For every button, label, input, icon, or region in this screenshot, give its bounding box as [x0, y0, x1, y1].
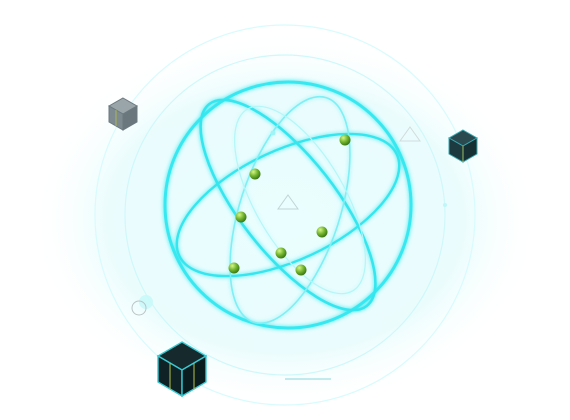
triangle-icon: [277, 194, 299, 210]
halo-glow: [30, 30, 540, 410]
orbit-left: [199, 98, 377, 312]
ring-icon: [131, 300, 147, 316]
cube-icon: [447, 129, 479, 163]
node: [228, 262, 240, 274]
globe-network-icon: [163, 80, 413, 330]
globe-outline: [163, 80, 413, 330]
orbit-right: [175, 132, 401, 278]
halo-ring-mid: [124, 54, 446, 376]
node: [249, 168, 261, 180]
node: [316, 226, 328, 238]
node: [295, 264, 307, 276]
orbit-vertical: [229, 95, 351, 325]
cube-icon: [107, 97, 139, 131]
triangle-icon: [399, 126, 421, 142]
ring-icon: [139, 295, 153, 309]
network-nodes: [228, 134, 351, 276]
ring-dot: [270, 130, 276, 136]
node: [275, 247, 287, 259]
node: [339, 134, 351, 146]
ring-dot: [443, 203, 447, 207]
node: [235, 211, 247, 223]
orbit-faint: [234, 105, 366, 295]
cube-icon: [156, 341, 208, 398]
halo-ring-outer: [94, 24, 476, 406]
